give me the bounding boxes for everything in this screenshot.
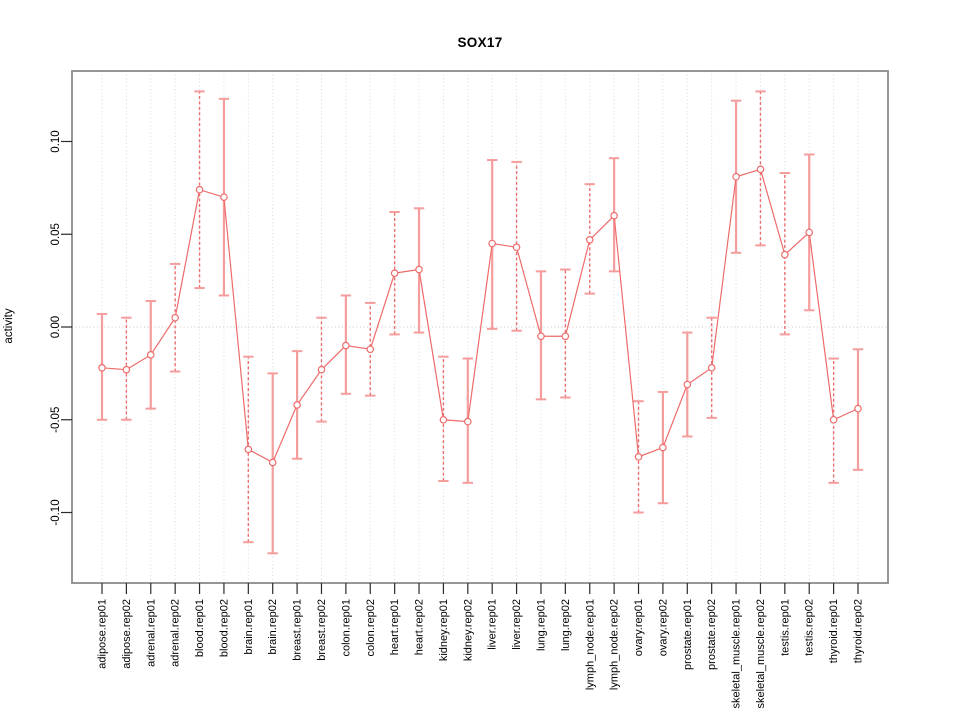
x-tick-label: heart.rep01 [389,599,401,655]
x-tick-label: breast.rep01 [292,599,304,661]
x-tick-label: testis.rep01 [779,599,791,656]
data-point [415,265,423,274]
data-point [268,458,277,467]
x-tick-label: thyroid.rep01 [828,599,840,663]
data-point [683,380,692,389]
x-tick-label: adrenal.rep02 [170,599,182,667]
data-point [244,445,253,454]
data-point [537,332,545,341]
y-tick-label: 0.10 [50,130,62,152]
series-line [101,168,859,464]
data-point [707,364,716,372]
x-tick-label: prostate.rep02 [706,599,718,670]
data-point [732,172,740,181]
data-point [390,269,399,278]
x-tick-label: prostate.rep01 [682,599,694,670]
data-point [805,228,814,237]
x-tick-label: ovary.rep01 [633,599,645,656]
x-tick-label: lymph_node.rep02 [609,599,621,690]
x-tick-label: lung.rep02 [560,599,572,651]
data-point [854,404,862,413]
x-tick-label: ovary.rep02 [657,599,669,656]
x-tick-label: skeletal_muscle.rep02 [755,599,767,708]
y-tick-label: 0.05 [50,223,62,245]
x-tick-label: kidney.rep01 [438,599,450,661]
data-point [439,415,448,424]
x-tick-label: lung.rep01 [535,599,547,651]
data-point [464,417,472,426]
data-point [756,165,765,174]
y-tick-label: -0.10 [50,499,62,525]
data-point [293,401,301,409]
data-point [146,351,155,359]
data-point [585,236,594,244]
x-tick-label: brain.rep02 [267,599,279,655]
data-point [634,453,643,461]
data-point [195,185,204,194]
data-point [659,443,667,452]
x-tick-label: heart.rep02 [414,599,426,655]
x-tick-label: liver.rep01 [487,599,499,650]
data-point [220,193,228,201]
y-tick-label: -0.05 [50,407,62,433]
data-point [610,211,618,220]
x-tick-label: skeletal_muscle.rep01 [731,599,743,708]
x-tick-label: breast.rep02 [316,599,328,661]
x-tick-label: testis.rep02 [804,599,816,656]
data-point [317,365,326,374]
data-point [781,250,789,259]
data-point [488,239,496,248]
x-tick-label: colon.rep02 [365,599,377,657]
data-point [171,313,179,322]
x-tick-label: blood.rep01 [194,599,206,657]
data-point [366,345,375,354]
x-tick-label: adipose.rep01 [97,599,109,669]
x-tick-label: blood.rep02 [218,599,230,657]
x-tick-label: thyroid.rep02 [853,599,865,663]
data-point [512,243,521,252]
x-tick-label: liver.rep02 [511,599,523,650]
data-point [98,364,106,372]
data-point [561,332,570,341]
x-tick-label: lymph_node.rep01 [584,599,596,690]
x-tick-label: adrenal.rep01 [145,599,157,667]
x-tick-label: brain.rep01 [243,599,255,655]
data-point [342,341,350,350]
data-point [829,415,838,424]
chart-title: SOX17 [457,35,503,50]
x-tick-label: colon.rep01 [340,599,352,657]
y-tick-label: 0.00 [50,316,62,338]
x-tick-label: kidney.rep02 [462,599,474,661]
data-point [122,365,131,374]
x-tick-label: adipose.rep02 [121,599,133,669]
